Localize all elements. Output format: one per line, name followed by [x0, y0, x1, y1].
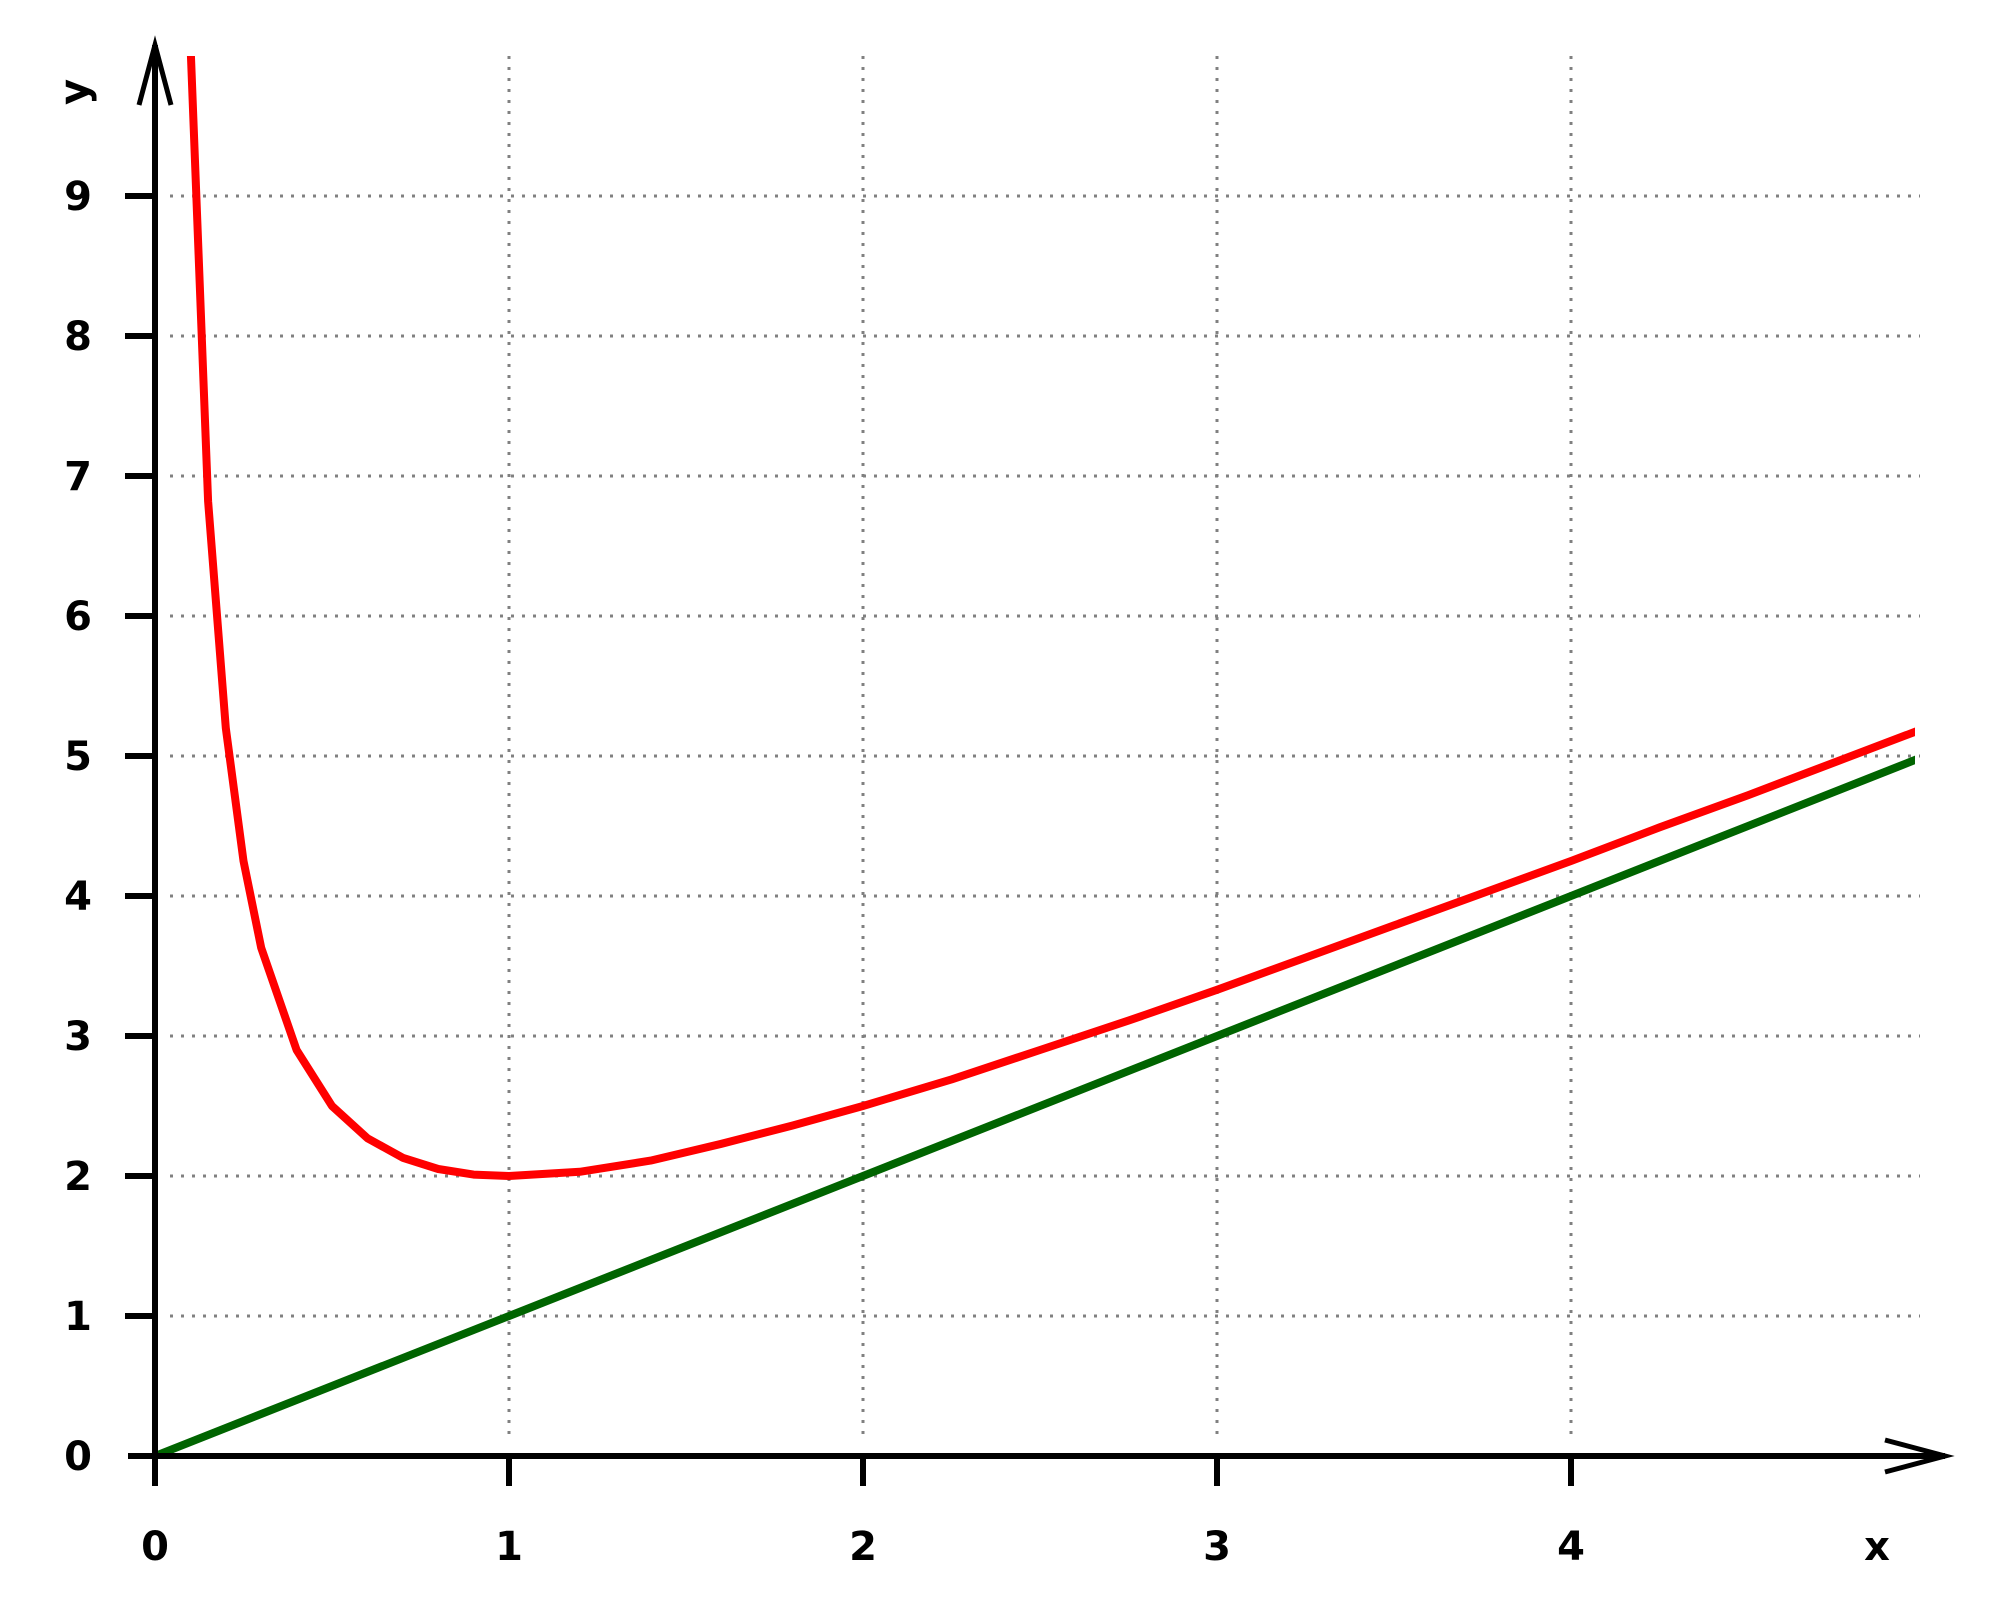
ticks: 0 1 2 3 4 5 6 7 8 9 0 1 2 3 4	[64, 174, 1585, 1570]
grid	[170, 56, 1920, 1440]
y-tick-label: 1	[64, 1294, 92, 1340]
x-tick-label: 0	[141, 1524, 169, 1570]
series-line-1	[186, 56, 1915, 1180]
axes	[128, 35, 1955, 1480]
series-line-2	[155, 755, 1915, 1456]
y-tick-label: 9	[64, 174, 92, 220]
x-axis-arrowhead	[1884, 1437, 1955, 1475]
x-tick-label: 4	[1557, 1524, 1585, 1570]
y-tick-label: 7	[64, 454, 92, 500]
y-tick-label: 4	[64, 874, 92, 920]
y-tick-label: 2	[64, 1154, 92, 1200]
y-axis-arrowhead	[136, 35, 174, 106]
y-axis-title: y	[52, 79, 98, 105]
y-tick-label: 0	[64, 1434, 92, 1480]
series-layer	[155, 56, 1915, 1456]
x-tick-label: 2	[849, 1524, 877, 1570]
x-tick-label: 3	[1203, 1524, 1231, 1570]
y-tick-label: 8	[64, 314, 92, 360]
y-tick-label: 6	[64, 594, 92, 640]
y-tick-label: 3	[64, 1014, 92, 1060]
x-tick-label: 1	[495, 1524, 523, 1570]
x-axis-title: x	[1864, 1524, 1890, 1570]
y-tick-label: 5	[64, 734, 92, 780]
